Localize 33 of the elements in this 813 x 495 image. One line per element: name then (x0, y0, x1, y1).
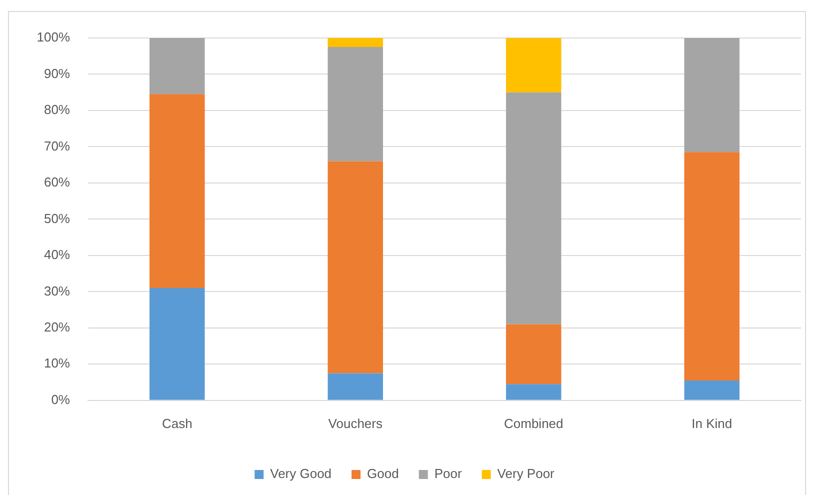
y-tick-label: 30% (44, 283, 70, 298)
legend-label: Very Good (270, 466, 332, 482)
x-tick-label: Vouchers (328, 416, 383, 431)
legend-label: Poor (434, 466, 462, 482)
x-tick-label: Combined (504, 416, 564, 431)
bar (328, 161, 384, 374)
bar (506, 384, 562, 400)
y-tick-label: 20% (44, 320, 70, 334)
y-tick-label: 40% (44, 247, 70, 262)
y-tick-label: 60% (44, 174, 70, 190)
y-tick-label: 90% (44, 66, 70, 81)
bar (506, 324, 562, 384)
legend-label: Very Poor (497, 466, 556, 482)
bar (149, 38, 205, 94)
bar (328, 38, 384, 48)
bar (149, 94, 205, 288)
bar (506, 92, 562, 324)
bar (328, 47, 384, 162)
legend-label: Good (367, 466, 399, 482)
bar (328, 373, 384, 400)
x-tick-label: Cash (162, 416, 192, 431)
y-tick-label: 0% (51, 392, 70, 407)
bar (684, 152, 740, 380)
y-tick-label: 10% (44, 356, 70, 371)
bar (506, 38, 562, 92)
bar (684, 38, 740, 152)
y-tick-label: 80% (44, 102, 70, 118)
y-tick-label: 50% (44, 210, 70, 226)
bar (684, 380, 740, 400)
y-tick-label: 100% (36, 30, 70, 45)
x-tick-label: In Kind (692, 416, 732, 431)
bar (149, 288, 205, 400)
y-tick-label: 70% (44, 138, 70, 154)
